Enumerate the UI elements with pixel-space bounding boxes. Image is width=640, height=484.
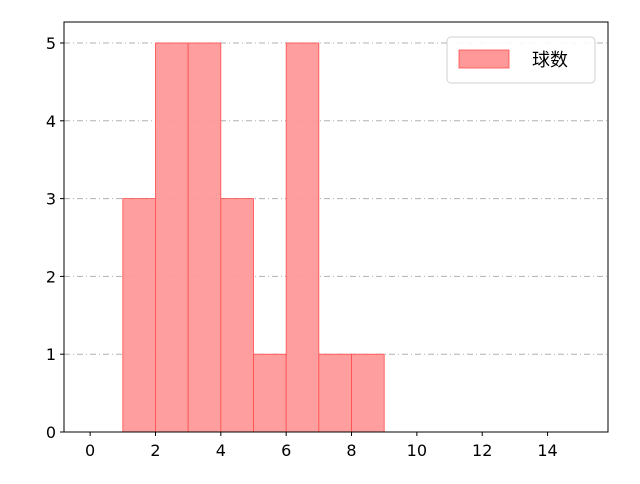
- legend-label: 球数: [532, 50, 568, 71]
- histogram-bar: [220, 198, 254, 433]
- histogram-bar: [155, 42, 189, 433]
- y-tick-label: 3: [46, 190, 56, 209]
- y-tick-label: 0: [46, 423, 56, 442]
- y-tick-label: 5: [46, 34, 56, 53]
- x-tick-label: 2: [150, 441, 160, 460]
- bars: [122, 42, 385, 433]
- y-tick-label: 1: [46, 345, 56, 364]
- plot-frame: [63, 21, 609, 433]
- histogram-bar: [187, 42, 222, 433]
- histogram-bar: [318, 353, 352, 433]
- x-tick-label: 12: [472, 441, 492, 460]
- histogram-bar: [122, 198, 156, 433]
- x-axis: 0 2 4 6 8 10 12 14: [85, 432, 558, 460]
- x-tick-label: 8: [346, 441, 356, 460]
- x-tick-label: 0: [85, 441, 95, 460]
- y-tick-label: 2: [46, 267, 56, 286]
- y-axis: 0 1 2 3 4 5: [46, 34, 64, 442]
- histogram-bar: [253, 353, 287, 433]
- x-tick-label: 10: [407, 441, 427, 460]
- x-tick-label: 6: [281, 441, 291, 460]
- legend: 球数: [446, 36, 596, 84]
- y-tick-label: 4: [46, 112, 56, 131]
- x-tick-label: 14: [537, 441, 557, 460]
- histogram-bar: [351, 353, 385, 433]
- histogram-bar: [285, 42, 320, 433]
- legend-swatch: [458, 49, 510, 69]
- x-tick-label: 4: [216, 441, 226, 460]
